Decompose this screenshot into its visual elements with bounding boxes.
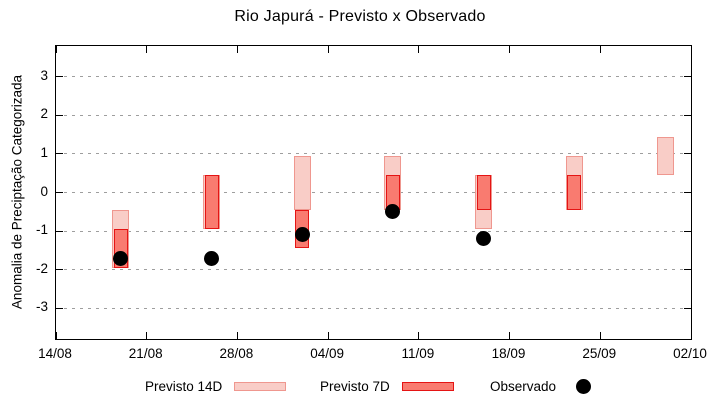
x-tick-mark [509,46,511,53]
gridline [56,307,691,309]
legend-label-previsto-14d: Previsto 14D [145,378,223,394]
x-tick-mark [55,46,57,53]
y-tick-mark [56,230,63,232]
x-tick-mark [690,332,692,339]
x-tick-mark [146,46,148,53]
y-tick-mark [684,114,691,116]
y-tick-label: -1 [35,222,48,238]
previsto-14d-bar [293,155,311,210]
y-tick-mark [684,269,691,271]
previsto-7d-swatch-icon [401,381,454,391]
y-tick-mark [56,153,63,155]
previsto-7d-bar [476,175,491,210]
y-tick-label: 2 [40,106,48,122]
previsto-7d-bar [567,175,582,210]
observado-dot [204,250,219,266]
observado-dot [294,227,310,243]
legend-label-observado: Observado [490,378,557,394]
observado-dot [385,204,401,220]
x-tick-mark [509,332,511,339]
y-tick-mark [56,76,63,78]
y-tick-mark [684,153,691,155]
y-tick-mark [684,230,691,232]
x-tick-mark [690,46,692,53]
x-tick-mark [236,332,238,339]
x-tick-mark [599,46,601,53]
x-tick-label: 28/08 [219,346,254,361]
y-tick-label: 3 [40,67,48,83]
observado-dot [476,231,492,247]
previsto-14d-bar [656,136,674,176]
legend-label-previsto-7d: Previsto 7D [320,378,390,394]
observado-dot-icon [576,378,592,394]
y-tick-mark [56,269,63,271]
x-tick-label: 02/10 [673,346,707,361]
gridline [56,230,691,232]
legend-item-previsto-7d: Previsto 7D [320,374,454,398]
previsto-7d-bar [204,175,219,230]
x-tick-mark [327,332,329,339]
y-tick-mark [684,76,691,78]
x-tick-label: 25/09 [582,346,617,361]
y-tick-label: -3 [35,299,48,315]
plot-area [55,45,692,340]
x-tick-label: 04/09 [310,346,345,361]
x-tick-mark [418,46,420,53]
x-tick-mark [146,332,148,339]
gridline [56,114,691,116]
chart-legend: Previsto 14D Previsto 7D Observado [0,374,720,398]
x-tick-label: 14/08 [38,346,72,361]
y-tick-mark [684,192,691,193]
y-tick-label: 0 [40,183,48,199]
legend-item-observado: Observado [490,374,592,398]
previsto-14d-swatch-icon [234,381,287,391]
x-tick-label: 21/08 [128,346,163,361]
legend-item-previsto-14d: Previsto 14D [145,374,287,398]
y-tick-mark [684,307,691,309]
x-tick-label: 11/09 [401,346,435,361]
gridline [56,76,691,78]
gridline [56,192,691,193]
x-tick-mark [327,46,329,53]
y-tick-mark [56,114,63,116]
chart-title: Rio Japurá - Previsto x Observado [234,8,486,25]
y-tick-label: -2 [35,260,48,276]
observado-dot [113,250,129,266]
y-tick-mark [56,192,63,193]
gridline [56,269,691,271]
gridline [56,153,691,155]
x-tick-mark [418,332,420,339]
x-tick-mark [599,332,601,339]
x-tick-mark [55,332,57,339]
y-tick-label: 1 [40,144,48,160]
x-tick-label: 18/09 [491,346,526,361]
y-tick-mark [56,307,63,309]
x-tick-mark [236,46,238,53]
